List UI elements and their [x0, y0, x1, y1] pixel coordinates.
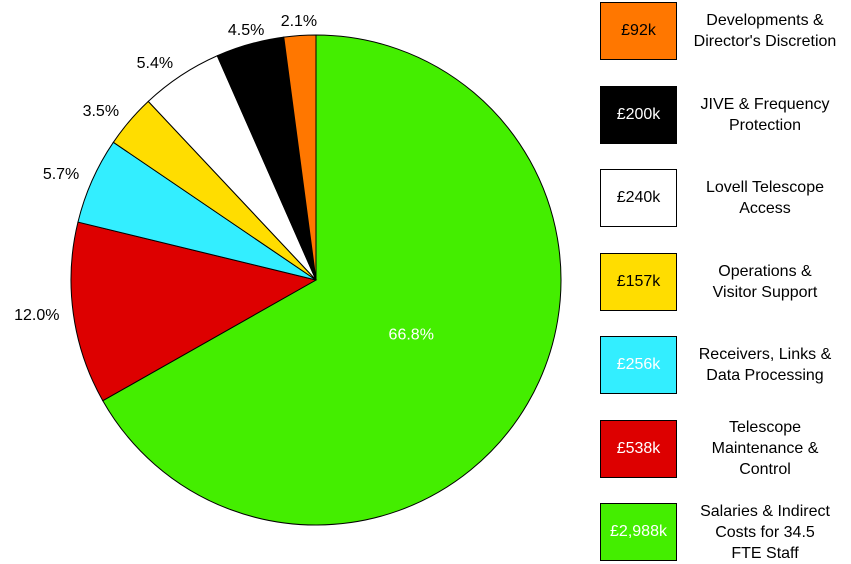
legend-label: Developments & Director's Discretion — [693, 12, 837, 50]
slice-label: 4.5% — [228, 22, 264, 39]
slice-label: 3.5% — [83, 103, 119, 120]
legend-swatch: £538k — [600, 419, 677, 478]
slice-label: 5.7% — [43, 166, 79, 183]
legend-item: £256k Receivers, Links & Data Processing — [600, 336, 851, 394]
pie-slice — [283, 34, 317, 281]
slice-label: 5.4% — [137, 55, 173, 72]
legend-label: Telescope Maintenance & Control — [711, 419, 819, 478]
legend-label: Lovell Telescope Access — [705, 179, 824, 217]
legend-item: £157k Operations & Visitor Support — [600, 252, 851, 311]
legend-item: £200k JIVE & Frequency Protection — [600, 85, 851, 144]
legend-swatch: £256k — [600, 336, 677, 394]
legend-label: Salaries & Indirect Costs for 34.5 FTE S… — [700, 502, 830, 562]
legend-swatch: £200k — [600, 85, 677, 144]
pie-slice — [70, 221, 318, 402]
slice-label: 2.1% — [281, 13, 317, 30]
legend-item: £538k Telescope Maintenance & Control — [600, 419, 851, 478]
legend-label: JIVE & Frequency Protection — [700, 95, 830, 134]
legend-swatch: £2,988k — [600, 503, 677, 561]
legend-item: £240k Lovell Telescope Access — [600, 169, 851, 227]
legend-label: Receivers, Links & Data Processing — [698, 346, 832, 384]
legend-item: £2,988k Salaries & Indirect Costs for 34.… — [600, 502, 851, 562]
legend-swatch: £92k — [600, 2, 677, 60]
legend-swatch: £240k — [600, 169, 677, 227]
legend-swatch: £157k — [600, 252, 677, 311]
slice-label: 66.8% — [389, 327, 434, 344]
legend-label: Operations & Visitor Support — [712, 262, 818, 301]
slice-label: 12.0% — [14, 307, 59, 324]
legend-item: £92k Developments & Director's Discretion — [600, 2, 851, 60]
pie-slice — [102, 34, 562, 526]
